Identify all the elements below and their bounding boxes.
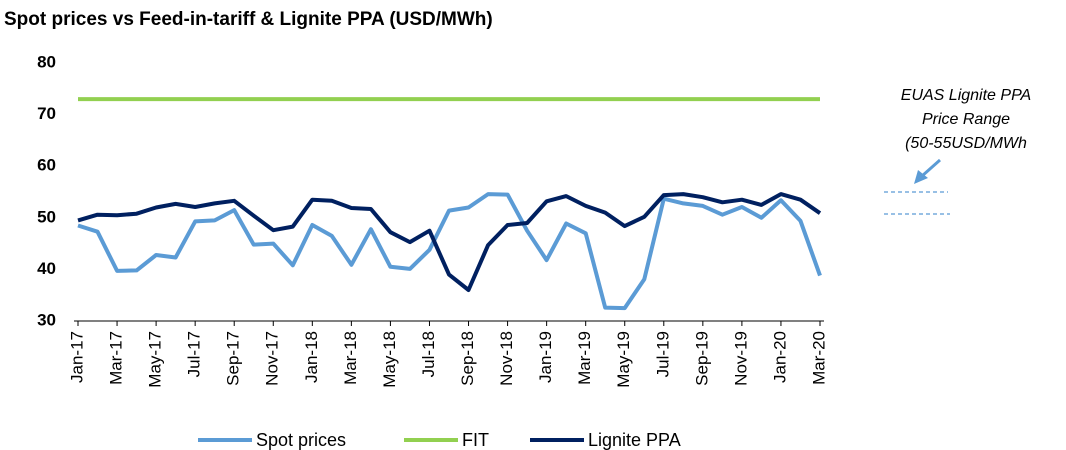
x-tick-label: Mar-17 bbox=[107, 331, 126, 385]
x-tick-label: Jan-18 bbox=[302, 331, 321, 383]
x-tick-label: Sep-19 bbox=[692, 331, 711, 386]
annotation: Price Range bbox=[922, 111, 1010, 128]
x-tick-label: May-17 bbox=[146, 331, 165, 388]
x-tick-label: Jul-17 bbox=[185, 331, 204, 377]
x-tick-label: Jan-19 bbox=[536, 331, 555, 383]
series-line bbox=[77, 192, 822, 311]
chart-title: Spot prices vs Feed-in-tariff & Lignite … bbox=[4, 9, 493, 30]
legend-label: FIT bbox=[462, 430, 489, 450]
y-tick-label: 30 bbox=[37, 310, 56, 329]
y-tick-label: 60 bbox=[37, 156, 56, 175]
annotation-arrow bbox=[921, 158, 941, 178]
x-tick-label: Nov-19 bbox=[731, 331, 750, 386]
annotation: (50-55USD/MWh bbox=[905, 135, 1027, 152]
x-tick-label: Jul-18 bbox=[419, 331, 438, 377]
y-tick-label: 70 bbox=[37, 104, 56, 123]
y-tick-label: 50 bbox=[37, 207, 56, 226]
y-tick-label: 40 bbox=[37, 259, 56, 278]
x-tick-label: Sep-18 bbox=[458, 331, 477, 386]
x-tick-label: Mar-19 bbox=[575, 331, 594, 385]
x-tick-label: Nov-17 bbox=[263, 331, 282, 386]
x-tick-label: Jan-20 bbox=[770, 331, 789, 383]
x-tick-label: Jul-19 bbox=[653, 331, 672, 377]
x-tick-label: Sep-17 bbox=[224, 331, 243, 386]
x-tick-label: Nov-18 bbox=[497, 331, 516, 386]
y-tick-label: 80 bbox=[37, 52, 56, 71]
x-tick-label: Mar-18 bbox=[341, 331, 360, 385]
series-line bbox=[77, 192, 822, 292]
x-tick-label: Mar-20 bbox=[809, 331, 828, 385]
annotation: EUAS Lignite PPA bbox=[901, 87, 1031, 104]
annotation-arrowhead bbox=[914, 170, 928, 184]
x-tick-label: May-18 bbox=[380, 331, 399, 388]
x-tick-label: May-19 bbox=[614, 331, 633, 388]
legend-label: Lignite PPA bbox=[588, 430, 681, 450]
x-tick-label: Jan-17 bbox=[67, 331, 86, 383]
legend-label: Spot prices bbox=[256, 430, 346, 450]
